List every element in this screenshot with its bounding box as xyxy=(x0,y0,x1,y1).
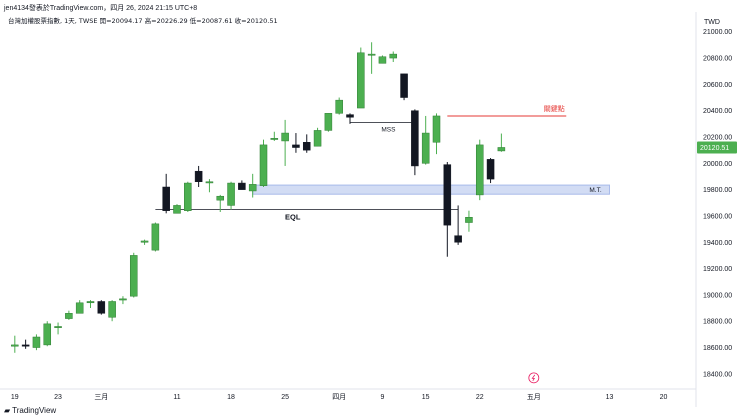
tradingview-brand[interactable]: ▰ TradingView xyxy=(4,406,56,415)
candle-body[interactable] xyxy=(184,182,192,211)
candle-body[interactable] xyxy=(292,144,300,148)
candle-body[interactable] xyxy=(11,344,19,347)
candle-body[interactable] xyxy=(335,99,343,114)
candle-body[interactable] xyxy=(497,147,506,152)
candle-body[interactable] xyxy=(378,56,387,64)
candle-body[interactable] xyxy=(32,336,41,348)
candle-body[interactable] xyxy=(86,301,95,304)
last-price-label: 20120.51 xyxy=(700,145,729,152)
time-tick-label: 15 xyxy=(422,394,430,401)
time-tick-label: 五月 xyxy=(527,393,541,401)
price-tick-label: 18800.00 xyxy=(703,319,732,326)
candle-body[interactable] xyxy=(238,182,246,190)
candle-body[interactable] xyxy=(194,170,203,182)
lightning-bolt-icon xyxy=(531,374,536,382)
time-tick-label: 四月 xyxy=(332,393,346,401)
candle-body[interactable] xyxy=(454,235,462,243)
candle-body[interactable] xyxy=(421,132,430,164)
candle-body[interactable] xyxy=(367,53,376,56)
candle-body[interactable] xyxy=(162,186,170,211)
time-tick-label: 11 xyxy=(173,394,180,401)
candle-body[interactable] xyxy=(129,255,138,297)
candle-body[interactable] xyxy=(248,184,257,192)
ohlc-readout: 台灣加權股票指數, 1天, TWSE 開=20094.17 高=20226.29… xyxy=(8,16,278,25)
time-tick-label: 13 xyxy=(606,394,614,401)
last-price-box xyxy=(697,141,737,154)
candle-body[interactable] xyxy=(173,205,181,214)
candle-body[interactable] xyxy=(108,301,116,318)
price-tick-label: 20600.00 xyxy=(703,82,732,89)
candle-body[interactable] xyxy=(65,313,73,319)
price-tick-label: 20800.00 xyxy=(703,56,732,63)
time-tick-label: 18 xyxy=(227,394,235,401)
candle-body[interactable] xyxy=(313,130,322,147)
candle-body[interactable] xyxy=(475,144,484,196)
mt-zone-label: M.T. xyxy=(589,187,601,194)
candle-body[interactable] xyxy=(270,138,279,140)
candle-body[interactable] xyxy=(357,52,365,109)
price-tick-label: 18600.00 xyxy=(703,345,732,352)
brand-bar: ▰ TradingView xyxy=(0,405,740,419)
candle-body[interactable] xyxy=(465,217,473,223)
candle-body[interactable] xyxy=(151,223,160,251)
lightning-icon[interactable] xyxy=(528,372,540,384)
price-tick-label: 20400.00 xyxy=(703,108,732,115)
currency-label: TWD xyxy=(704,19,720,26)
chart-frame: TWD 18400.00 18600.00 18800.00 19000.00 19200… xyxy=(0,12,740,407)
candlestick-chart[interactable]: TWD18400.0018600.0018800.0019000.0019200… xyxy=(0,12,740,407)
key-level-label: 關鍵點 xyxy=(544,104,565,113)
candle-body[interactable] xyxy=(227,182,235,206)
candle-body[interactable] xyxy=(75,302,84,314)
candle-body[interactable] xyxy=(486,159,495,180)
candle-body[interactable] xyxy=(140,240,149,243)
time-tick-label: 9 xyxy=(380,394,384,401)
price-tick-label: 18400.00 xyxy=(703,371,732,378)
candle-body[interactable] xyxy=(54,326,62,328)
candle-body[interactable] xyxy=(97,301,106,314)
candle-body[interactable] xyxy=(205,181,214,184)
candle-body[interactable] xyxy=(281,132,289,142)
candle-body[interactable] xyxy=(119,298,127,301)
publish-caption: jen4134發表於TradingView.com，四月 26, 2024 21… xyxy=(4,5,198,12)
chart-caption-bar: jen4134發表於TradingView.com，四月 26, 2024 21… xyxy=(0,0,740,18)
price-tick-label: 19600.00 xyxy=(703,213,732,220)
candle-body[interactable] xyxy=(324,113,333,131)
candle-body[interactable] xyxy=(400,73,408,98)
candle-body[interactable] xyxy=(43,323,52,346)
candle-body[interactable] xyxy=(432,115,441,143)
candle-body[interactable] xyxy=(346,114,354,118)
time-tick-label: 25 xyxy=(281,394,289,401)
price-tick-label: 20200.00 xyxy=(703,135,732,142)
mt-zone[interactable] xyxy=(252,184,610,195)
candle-body[interactable] xyxy=(443,164,452,226)
price-tick-label: 19200.00 xyxy=(703,266,732,273)
candle-body[interactable] xyxy=(21,344,30,347)
eql-label: EQL xyxy=(285,212,301,221)
candle-body[interactable] xyxy=(411,110,419,167)
price-tick-label: 19000.00 xyxy=(703,292,732,299)
price-tick-label: 20000.00 xyxy=(703,161,732,168)
price-tick-label: 19800.00 xyxy=(703,187,732,194)
time-tick-label: 23 xyxy=(54,394,62,401)
time-tick-label: 20 xyxy=(660,394,668,401)
price-tick-label: 19400.00 xyxy=(703,240,732,247)
time-tick-label: 22 xyxy=(476,394,484,401)
candle-body[interactable] xyxy=(259,144,268,186)
price-tick-label: 21000.00 xyxy=(703,29,732,36)
candle-body[interactable] xyxy=(302,142,311,151)
brand-text: TradingView xyxy=(12,406,57,415)
candle-body[interactable] xyxy=(389,53,398,59)
time-tick-label: 三月 xyxy=(94,393,108,401)
mss-label: MSS xyxy=(381,127,396,134)
candle-body[interactable] xyxy=(216,195,225,201)
time-tick-label: 19 xyxy=(11,394,19,401)
tradingview-logo-icon: ▰ xyxy=(4,406,11,415)
